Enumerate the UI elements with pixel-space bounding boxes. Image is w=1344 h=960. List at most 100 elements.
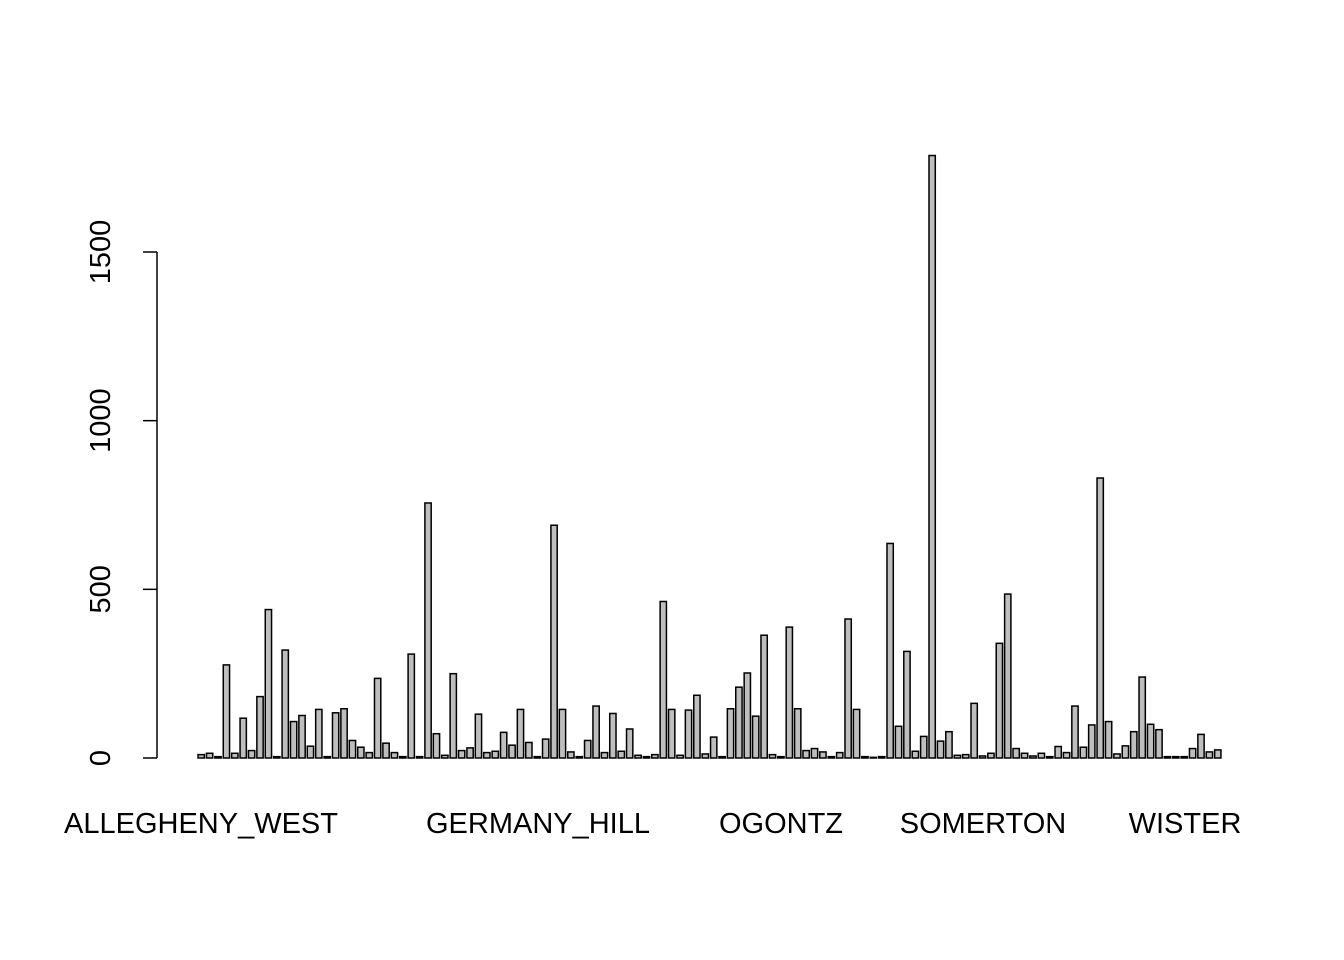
bar (659, 600, 668, 759)
bar (1079, 746, 1088, 759)
bar (928, 154, 937, 759)
bar (844, 618, 853, 759)
bar (508, 744, 516, 759)
bar (432, 732, 441, 759)
bar (911, 750, 920, 759)
bar (398, 755, 407, 759)
bar (1071, 705, 1079, 759)
bar (415, 755, 424, 759)
bar (289, 720, 298, 759)
bar (541, 738, 550, 759)
bar (550, 524, 558, 759)
bar (877, 755, 886, 759)
bar (768, 753, 777, 759)
bar (709, 736, 718, 759)
bar (592, 705, 600, 759)
bar (617, 750, 626, 759)
bar (239, 717, 248, 759)
y-tick-label: 0 (85, 750, 117, 766)
bar (802, 749, 811, 759)
bar (1205, 751, 1214, 759)
bar (684, 709, 693, 759)
y-axis: 0 500 1000 1500 (85, 220, 158, 766)
bar (743, 672, 752, 759)
bar (340, 708, 348, 759)
bar (642, 755, 651, 759)
y-tick-label: 1500 (85, 220, 117, 285)
bar (356, 746, 365, 759)
bar (634, 754, 642, 759)
bar (281, 649, 290, 759)
x-category-label: GERMANY_HILL (426, 808, 650, 840)
bar (1197, 733, 1205, 759)
bar (499, 731, 508, 759)
bar (919, 735, 928, 759)
bar (314, 708, 323, 759)
bar (718, 755, 727, 759)
bar (331, 712, 340, 759)
bar (247, 749, 256, 759)
bar (869, 756, 878, 759)
bar (978, 755, 987, 759)
bar (440, 754, 449, 759)
bar (491, 750, 500, 759)
bar (365, 751, 374, 759)
bar (1104, 720, 1113, 759)
bar (953, 754, 962, 759)
bar (1171, 755, 1180, 759)
bar (650, 753, 659, 759)
bar (735, 686, 743, 759)
bar (1029, 755, 1037, 759)
bar (230, 752, 239, 759)
bar (600, 751, 609, 759)
bar (1188, 747, 1197, 759)
bar (197, 753, 206, 759)
bar (373, 677, 382, 759)
y-tick-label: 500 (85, 565, 117, 613)
bar (382, 742, 390, 759)
bar (726, 708, 735, 759)
bar (970, 702, 979, 759)
x-category-label: WISTER (1129, 808, 1242, 840)
bar (936, 740, 945, 759)
bar (1180, 755, 1189, 759)
bar (785, 626, 794, 759)
bar (852, 708, 861, 759)
bar (583, 739, 592, 759)
bar (1087, 724, 1096, 759)
bar (894, 725, 903, 759)
bar (903, 650, 911, 759)
bar (1138, 676, 1147, 759)
bar (1020, 752, 1029, 759)
bar (793, 708, 802, 759)
bar (625, 728, 634, 759)
bar (449, 672, 458, 759)
bar (861, 755, 869, 759)
bar (348, 739, 357, 759)
bar (533, 755, 542, 759)
bar (608, 712, 617, 759)
bar (566, 751, 575, 759)
bar (306, 745, 315, 759)
bar (272, 755, 281, 759)
bar (987, 752, 995, 759)
x-category-label: OGONTZ (719, 808, 843, 840)
bar (827, 755, 836, 759)
bar (1045, 755, 1054, 759)
bar (1037, 752, 1046, 759)
bars-group (197, 154, 1222, 759)
bar (1121, 745, 1130, 759)
bar (1213, 749, 1222, 759)
bar (1155, 728, 1163, 759)
x-category-label: ALLEGHENY_WEST (64, 808, 338, 840)
bar (205, 752, 214, 759)
bar (667, 708, 676, 759)
x-axis-labels: ALLEGHENY_WEST GERMANY_HILL OGONTZ SOMERTON… (64, 808, 1241, 840)
bar (214, 755, 222, 759)
bar (886, 542, 895, 759)
bar (701, 753, 710, 759)
bar (760, 634, 769, 759)
bar (407, 653, 416, 759)
bar (466, 747, 474, 759)
